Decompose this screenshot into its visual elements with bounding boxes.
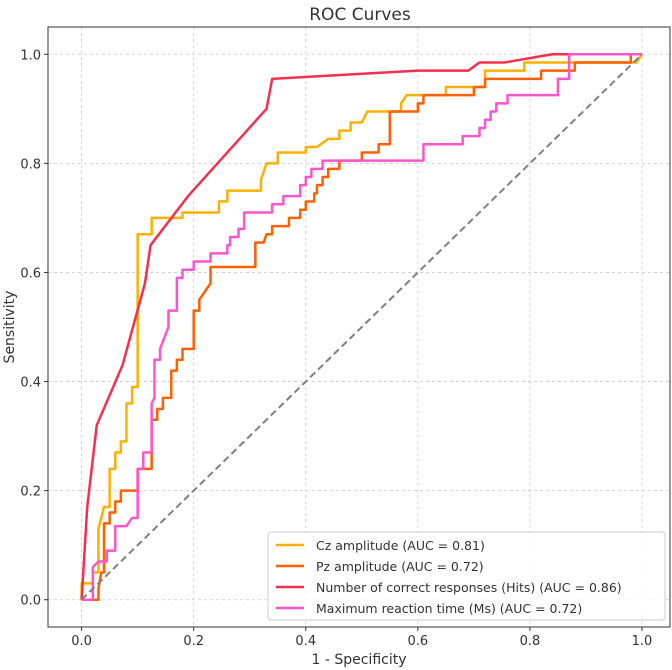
y-tick-label: 1.0	[20, 48, 41, 63]
x-tick-label: 0.2	[183, 634, 204, 649]
roc-curve-0	[80, 53, 644, 600]
legend-box	[267, 531, 666, 621]
y-tick-label: 0.6	[20, 266, 41, 281]
legend: Cz amplitude (AUC = 0.81) Pz amplitude (A…	[267, 531, 666, 621]
roc-curve-2	[80, 53, 642, 600]
y-tick-label: 0.0	[20, 594, 41, 609]
y-tick-label: 0.4	[20, 376, 41, 391]
legend-label: Number of correct responses (Hits) (AUC …	[316, 580, 622, 595]
x-tick-label: 0.6	[407, 634, 428, 649]
plot-lines	[80, 53, 644, 601]
axes-frame	[47, 26, 671, 628]
legend-label: Pz amplitude (AUC = 0.72)	[316, 559, 484, 574]
chance-diagonal	[80, 53, 643, 601]
legend-label: Maximum reaction time (Ms) (AUC = 0.72)	[316, 601, 582, 616]
y-tick-label: 0.8	[20, 157, 41, 172]
legend-label: Cz amplitude (AUC = 0.81)	[316, 538, 485, 553]
x-axis-label: 1 - Specificity	[311, 652, 406, 668]
y-tick-label: 0.2	[20, 485, 41, 500]
x-tick-label: 0.8	[520, 634, 541, 649]
roc-curve-3	[81, 53, 642, 601]
x-tick-label: 1.0	[632, 634, 653, 649]
y-axis-label: Sensitivity	[2, 291, 18, 364]
chart-title: ROC Curves	[309, 5, 411, 25]
axis-ticks: 0.0 0.2 0.4 0.6 0.8 1.0 0.0 0.2 0.4 0.6 0.8 1.0	[20, 48, 652, 649]
x-tick-label: 0.0	[71, 634, 92, 649]
x-tick-label: 0.4	[295, 634, 316, 649]
